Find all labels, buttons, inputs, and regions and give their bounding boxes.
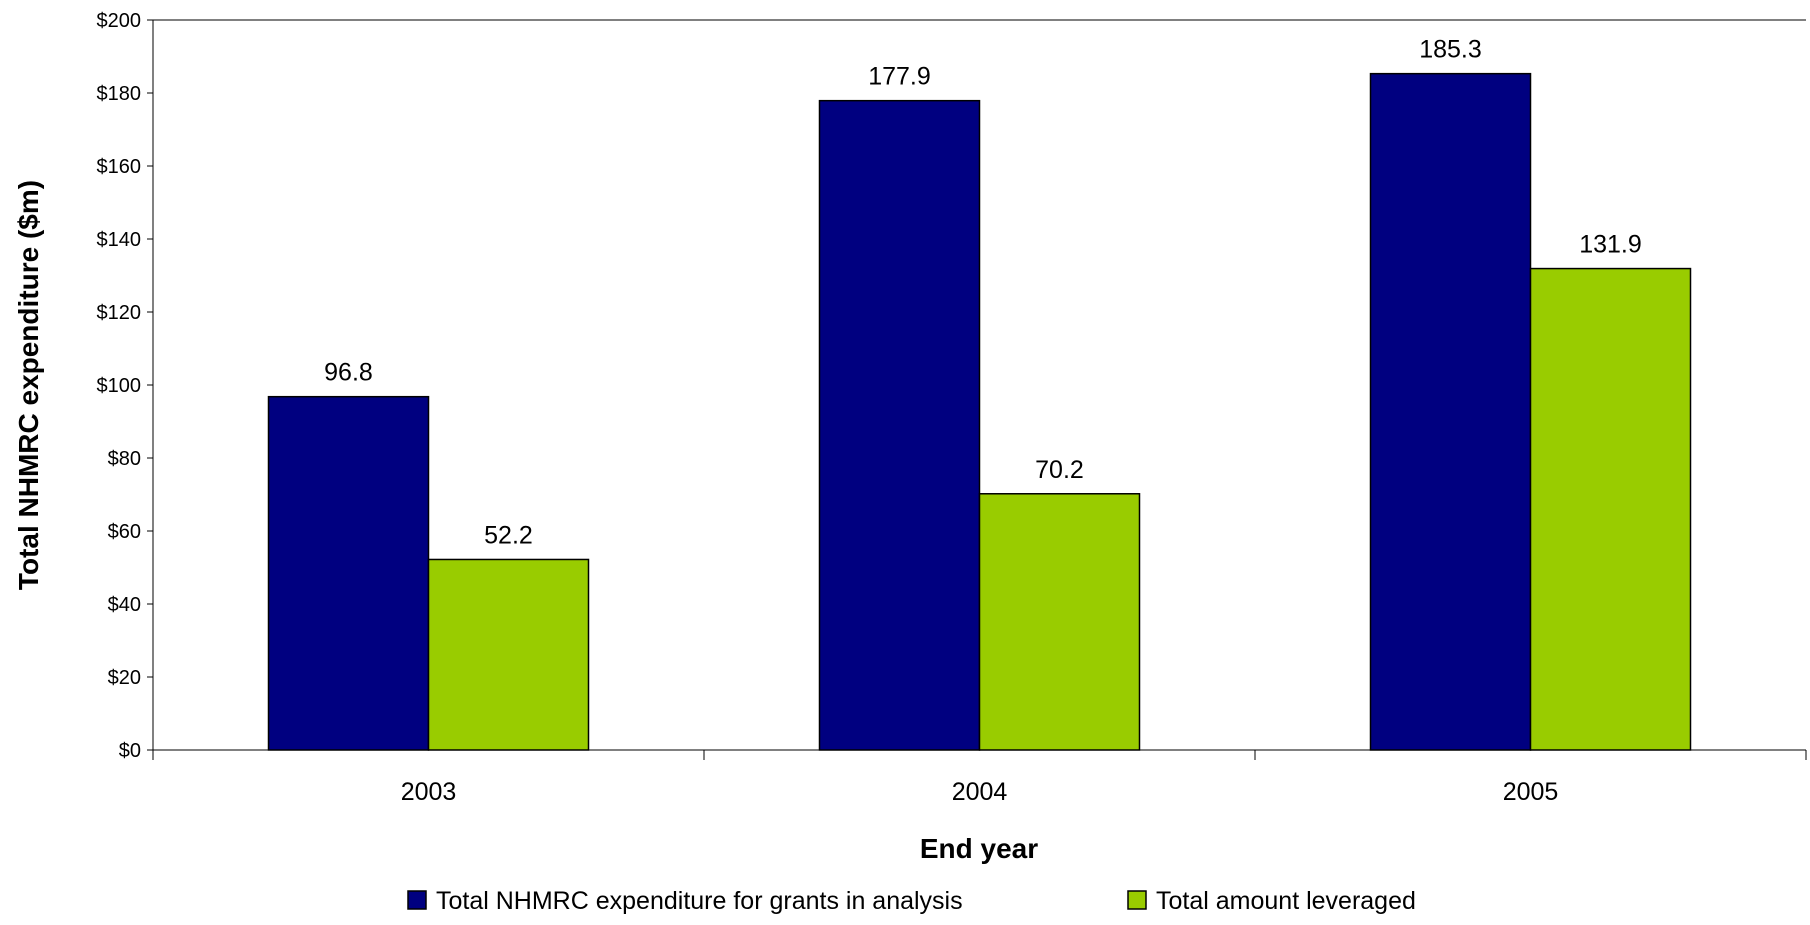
legend-swatch bbox=[1127, 890, 1147, 910]
bar bbox=[1529, 267, 1692, 751]
bar bbox=[1369, 72, 1532, 751]
data-label: 70.2 bbox=[1035, 456, 1084, 484]
bar bbox=[978, 493, 1141, 751]
bar bbox=[427, 558, 590, 751]
y-axis-title: Total NHMRC expenditure ($m) bbox=[13, 180, 44, 590]
x-tick-label: 2005 bbox=[1503, 778, 1559, 806]
x-axis-title: End year bbox=[920, 833, 1038, 864]
y-tick-label: $160 bbox=[97, 156, 142, 178]
data-labels: 96.8 52.2 177.9 70.2 185.3 131.9 bbox=[324, 36, 1642, 550]
x-tick-label: 2003 bbox=[401, 778, 457, 806]
y-axis: $0 $20 $40 $60 $80 $100 $120 $140 $160 $180 $200 bbox=[97, 10, 1806, 762]
y-tick-label: $100 bbox=[97, 375, 142, 397]
y-tick-label: $20 bbox=[108, 667, 141, 689]
bars bbox=[267, 72, 1692, 751]
data-label: 96.8 bbox=[324, 359, 373, 387]
legend-label: Total amount leveraged bbox=[1156, 887, 1416, 915]
y-tick-label: $80 bbox=[108, 448, 141, 470]
y-tick-label: $120 bbox=[97, 302, 142, 324]
bar bbox=[818, 99, 981, 751]
y-tick-label: $140 bbox=[97, 229, 142, 251]
legend-swatch bbox=[407, 890, 427, 910]
bar bbox=[267, 395, 430, 751]
legend: Total NHMRC expenditure for grants in an… bbox=[407, 887, 1416, 915]
y-tick-label: $0 bbox=[119, 740, 141, 762]
y-tick-label: $40 bbox=[108, 594, 141, 616]
y-tick-label: $60 bbox=[108, 521, 141, 543]
y-tick-label: $180 bbox=[97, 83, 142, 105]
y-tick-label: $200 bbox=[97, 10, 142, 32]
x-tick-label: 2004 bbox=[952, 778, 1008, 806]
x-axis: 2003 2004 2005 bbox=[152, 749, 1807, 806]
data-label: 52.2 bbox=[484, 521, 533, 549]
legend-label: Total NHMRC expenditure for grants in an… bbox=[436, 887, 963, 915]
data-label: 131.9 bbox=[1579, 231, 1642, 259]
data-label: 185.3 bbox=[1419, 36, 1482, 64]
data-label: 177.9 bbox=[868, 63, 931, 91]
